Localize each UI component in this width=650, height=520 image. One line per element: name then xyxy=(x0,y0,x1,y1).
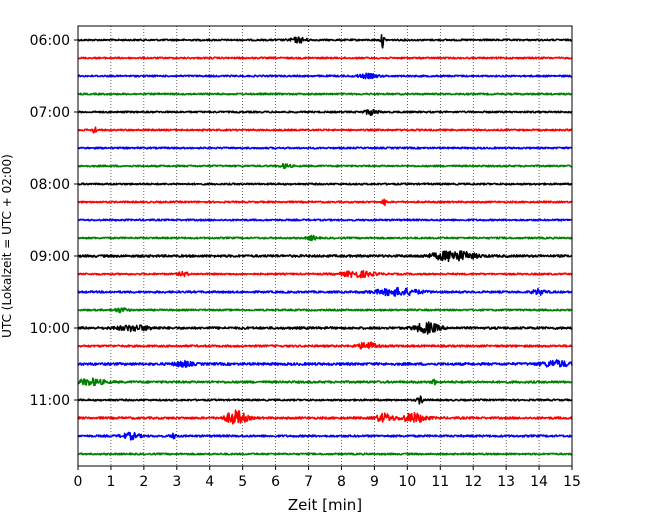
trace-0845 xyxy=(77,234,573,242)
trace-0645 xyxy=(77,92,573,96)
trace-0630 xyxy=(77,72,573,80)
x-tick-label: 12 xyxy=(464,474,482,490)
y-tick-label: 10:00 xyxy=(30,321,70,337)
x-tick-label: 9 xyxy=(370,474,379,490)
trace-0815 xyxy=(77,198,573,207)
trace-0615 xyxy=(77,56,573,60)
trace-0600 xyxy=(77,34,573,49)
y-tick-label: 08:00 xyxy=(30,177,70,193)
x-tick-label: 2 xyxy=(139,474,148,490)
trace-0930 xyxy=(77,286,573,297)
trace-0900 xyxy=(77,250,573,263)
x-tick-label: 5 xyxy=(238,474,247,490)
x-tick-label: 15 xyxy=(563,474,581,490)
y-tick-label: 06:00 xyxy=(30,33,70,49)
y-tick-label: 09:00 xyxy=(30,249,70,265)
trace-0700 xyxy=(77,108,573,117)
y-axis-ticks: 06:00 07:00 08:00 09:00 10:00 11:00 xyxy=(30,33,78,409)
x-tick-label: 11 xyxy=(431,474,449,490)
plot-background xyxy=(78,26,572,466)
x-tick-label: 14 xyxy=(530,474,548,490)
trace-1115 xyxy=(77,409,573,425)
trace-0830 xyxy=(77,218,573,222)
y-axis-label: UTC (Lokalzeit = UTC + 02:00) xyxy=(0,154,14,338)
trace-1045 xyxy=(77,377,573,387)
x-tick-label: 7 xyxy=(304,474,313,490)
trace-1000 xyxy=(77,321,573,335)
trace-layer xyxy=(77,34,573,456)
x-tick-label: 13 xyxy=(497,474,515,490)
x-axis-ticks: 0 1 2 3 4 5 6 7 8 9 10 11 12 13 14 15 xyxy=(74,466,581,490)
trace-1030 xyxy=(77,359,573,368)
trace-0730 xyxy=(77,146,573,150)
x-axis-label: Zeit [min] xyxy=(288,496,362,514)
trace-0745 xyxy=(77,163,573,170)
x-tick-label: 8 xyxy=(337,474,346,490)
x-tick-label: 6 xyxy=(271,474,280,490)
trace-0800 xyxy=(77,182,573,186)
trace-0945 xyxy=(77,307,573,314)
x-tick-label: 1 xyxy=(106,474,115,490)
y-tick-label: 11:00 xyxy=(30,393,70,409)
x-tick-label: 4 xyxy=(205,474,214,490)
x-tick-label: 0 xyxy=(74,474,83,490)
trace-1145 xyxy=(77,452,573,456)
grid-layer xyxy=(110,26,540,466)
y-tick-label: 07:00 xyxy=(30,105,70,121)
trace-1015 xyxy=(77,341,573,350)
trace-1130 xyxy=(77,431,573,441)
x-tick-label: 3 xyxy=(172,474,181,490)
trace-0715 xyxy=(77,126,573,134)
trace-1100 xyxy=(77,395,573,405)
trace-0915 xyxy=(77,269,573,279)
plot-frame xyxy=(77,25,573,467)
x-tick-label: 10 xyxy=(398,474,416,490)
